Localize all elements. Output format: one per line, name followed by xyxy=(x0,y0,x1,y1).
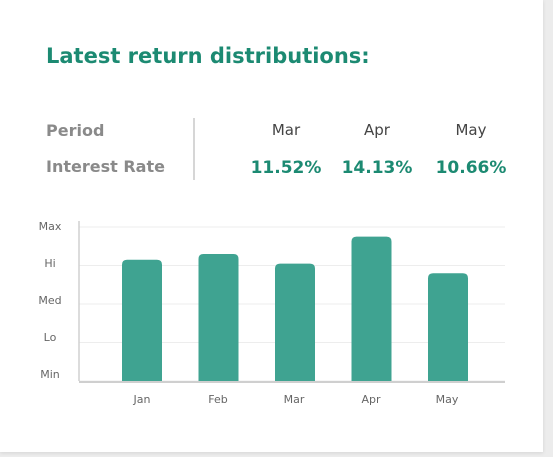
summary-divider xyxy=(193,118,195,180)
x-tick-label-feb: Feb xyxy=(208,393,228,406)
x-tick-label-jan: Jan xyxy=(133,393,151,406)
bar-mar xyxy=(275,263,315,381)
return-distributions-card: Latest return distributions: Period Inte… xyxy=(0,0,543,452)
bar-jan xyxy=(122,259,162,381)
period-month-mar: Mar xyxy=(271,121,301,139)
bar-feb xyxy=(198,253,239,381)
interest-rate-label: Interest Rate xyxy=(46,157,165,176)
interest-rate-mar: 11.52% xyxy=(250,158,322,178)
period-label: Period xyxy=(46,121,105,140)
x-tick-label-mar: Mar xyxy=(283,393,305,406)
return-bar-chart xyxy=(78,221,505,383)
x-tick-label-may: May xyxy=(435,393,459,406)
y-tick-label-max: Max xyxy=(38,220,62,233)
x-tick-label-apr: Apr xyxy=(361,393,381,406)
y-tick-label-min: Min xyxy=(40,368,60,381)
period-month-may: May xyxy=(455,121,487,139)
interest-rate-may: 10.66% xyxy=(435,158,507,178)
interest-rate-apr: 14.13% xyxy=(341,158,413,178)
bar-may xyxy=(428,273,468,381)
y-tick-label-lo: Lo xyxy=(43,331,57,344)
card-title: Latest return distributions: xyxy=(46,44,370,68)
period-month-apr: Apr xyxy=(364,121,390,139)
bar-apr xyxy=(351,236,392,381)
y-tick-label-hi: Hi xyxy=(44,257,56,270)
y-tick-label-med: Med xyxy=(38,294,62,307)
